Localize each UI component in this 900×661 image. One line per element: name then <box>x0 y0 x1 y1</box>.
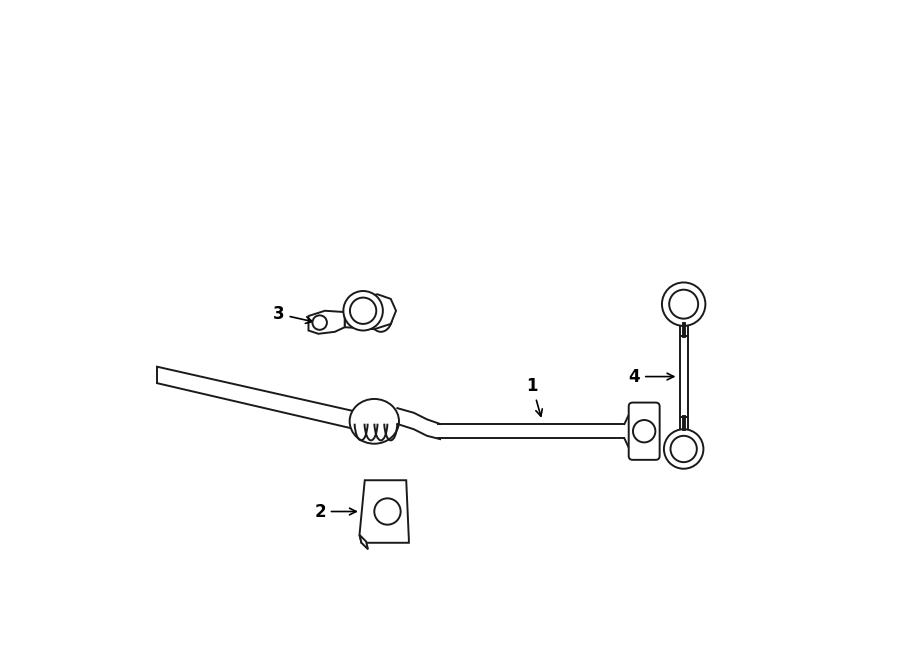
Circle shape <box>670 290 698 319</box>
Ellipse shape <box>369 300 392 332</box>
Text: 1: 1 <box>526 377 543 416</box>
Circle shape <box>312 315 327 330</box>
Polygon shape <box>359 535 368 549</box>
Circle shape <box>374 498 400 525</box>
Text: 4: 4 <box>628 368 674 385</box>
Circle shape <box>633 420 655 442</box>
Polygon shape <box>158 367 361 430</box>
Polygon shape <box>438 424 625 438</box>
Text: 2: 2 <box>314 502 356 520</box>
Circle shape <box>344 291 382 330</box>
Polygon shape <box>397 408 440 439</box>
Polygon shape <box>309 311 345 334</box>
Polygon shape <box>345 294 396 329</box>
Text: 3: 3 <box>273 305 312 323</box>
Circle shape <box>670 436 697 462</box>
Circle shape <box>662 282 706 326</box>
FancyBboxPatch shape <box>629 403 660 460</box>
Polygon shape <box>359 481 409 543</box>
Ellipse shape <box>349 399 399 444</box>
Circle shape <box>664 429 704 469</box>
Polygon shape <box>625 407 633 456</box>
Circle shape <box>350 297 376 324</box>
